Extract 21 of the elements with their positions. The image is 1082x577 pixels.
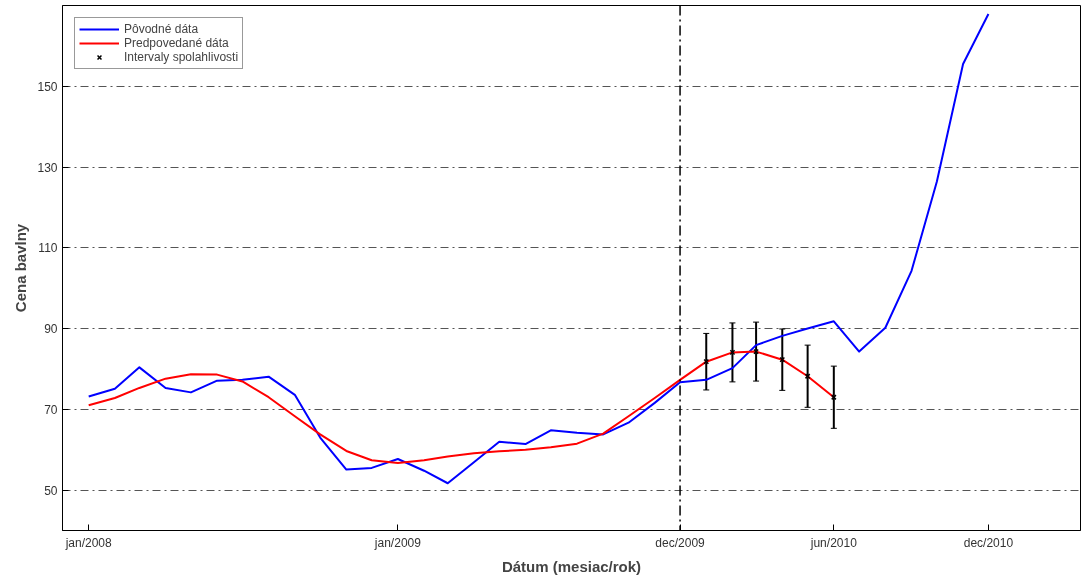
x-tick-label: dec/2010 <box>963 535 1014 550</box>
y-tick-label: 50 <box>44 483 58 498</box>
legend-label: Intervaly spolahlivosti <box>124 50 239 64</box>
legend-label: Pôvodné dáta <box>124 22 199 36</box>
y-tick-label: 110 <box>38 241 58 256</box>
point <box>729 349 736 356</box>
y-tick-label: 90 <box>44 322 58 337</box>
y-tick-label: 150 <box>37 79 58 94</box>
x-tick-label: jan/2008 <box>64 535 113 550</box>
y-axis-title: Cena bavlny <box>12 223 30 313</box>
x-tick-label: dec/2009 <box>655 535 706 550</box>
legend-label: Predpovedané dáta <box>124 36 229 50</box>
y-tick-label: 130 <box>37 160 58 175</box>
point <box>830 394 837 401</box>
line-series <box>87 12 990 485</box>
x-axis-title: Dátum (mesiac/rok) <box>501 557 642 575</box>
point <box>779 356 786 363</box>
x-tick-label: jan/2009 <box>373 535 422 550</box>
y-tick-label: 70 <box>44 402 58 417</box>
line-series <box>87 350 835 465</box>
x-tick-label: jun/2010 <box>809 535 858 550</box>
